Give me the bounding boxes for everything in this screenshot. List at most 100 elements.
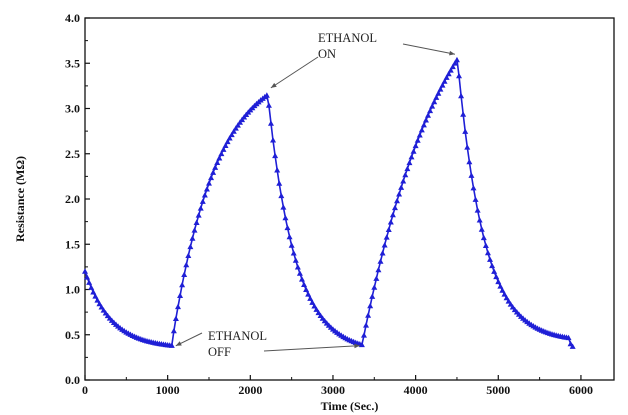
- annotation-arrowhead: [270, 82, 277, 88]
- data-point-marker: [468, 172, 475, 178]
- data-point-marker: [484, 249, 491, 256]
- data-point-marker: [422, 117, 429, 123]
- axis-ticks: 0 1000 2000 3000 4000 5000 6000 0.0 0.5 1.0 1.5 2.0…: [65, 11, 593, 397]
- data-point-marker: [276, 180, 283, 186]
- data-point-marker: [466, 158, 473, 165]
- y-axis-title: Resistance (MΩ): [13, 156, 27, 242]
- data-point-marker: [201, 192, 208, 198]
- data-point-marker: [274, 167, 281, 173]
- x-axis-title: Time (Sec.): [321, 399, 379, 413]
- data-point-marker: [503, 294, 510, 301]
- data-point-marker: [431, 98, 438, 105]
- data-point-marker: [443, 74, 450, 80]
- data-point-marker: [394, 197, 401, 204]
- data-point-marker: [365, 312, 372, 318]
- data-point-marker: [396, 191, 403, 197]
- data-point-marker: [495, 278, 502, 285]
- data-point-marker: [292, 257, 299, 263]
- y-tick-label: 1.0: [65, 283, 80, 297]
- data-point-marker: [86, 279, 93, 285]
- y-tick-label: 0.0: [65, 373, 80, 387]
- data-point-marker: [218, 150, 225, 157]
- series-resistance: [82, 56, 576, 349]
- data-point-marker: [195, 212, 202, 218]
- data-point-marker: [464, 144, 471, 150]
- data-point-marker: [435, 90, 442, 96]
- data-point-marker: [232, 125, 239, 131]
- data-point-marker: [462, 128, 469, 134]
- data-point-marker: [189, 235, 196, 241]
- data-point-marker: [489, 262, 496, 269]
- data-point-marker: [497, 283, 504, 289]
- data-point-marker: [402, 171, 409, 178]
- data-point-marker: [410, 148, 417, 154]
- data-point-marker: [439, 82, 446, 88]
- data-point-marker: [381, 242, 388, 248]
- data-point-marker: [505, 298, 512, 304]
- data-point-marker: [408, 153, 415, 160]
- data-point-marker: [172, 315, 179, 321]
- data-point-marker: [377, 258, 384, 264]
- data-point-marker: [447, 67, 454, 73]
- data-point-marker: [358, 341, 365, 348]
- data-point-marker: [375, 266, 382, 273]
- y-tick-label: 4.0: [65, 11, 80, 25]
- data-point-marker: [474, 207, 481, 213]
- data-point-marker: [193, 219, 200, 225]
- data-point-marker: [230, 128, 237, 134]
- x-tick-label: 1000: [156, 383, 180, 397]
- data-point-marker: [301, 281, 308, 287]
- annotation-arrow: [270, 56, 319, 89]
- data-point-marker: [456, 72, 463, 79]
- data-point-marker: [391, 204, 398, 211]
- data-point-marker: [414, 137, 421, 143]
- data-point-marker: [181, 271, 188, 278]
- data-point-marker: [191, 227, 198, 233]
- annotation-label-ethanol-off: ETHANOL: [208, 329, 267, 343]
- annotation-label-ethanol-on: ETHANOL: [318, 31, 377, 45]
- data-point-marker: [406, 159, 413, 166]
- data-point-marker: [278, 192, 285, 199]
- data-point-marker: [476, 217, 483, 223]
- data-point-marker: [290, 250, 297, 256]
- data-point-marker: [400, 178, 407, 184]
- data-point-marker: [234, 122, 241, 128]
- y-tick-label: 0.5: [65, 328, 80, 342]
- data-point-marker: [412, 142, 419, 149]
- data-point-marker: [387, 219, 394, 225]
- data-point-marker: [220, 146, 227, 152]
- data-point-marker: [309, 299, 316, 305]
- data-point-marker: [307, 295, 314, 301]
- data-point-marker: [92, 293, 99, 299]
- data-point-marker: [389, 211, 396, 218]
- data-point-marker: [177, 292, 184, 298]
- data-point-marker: [174, 303, 181, 310]
- data-point-marker: [441, 78, 448, 84]
- data-point-marker: [228, 131, 235, 138]
- data-point-marker: [478, 226, 485, 232]
- data-point-marker: [305, 291, 312, 297]
- data-point-marker: [88, 284, 95, 290]
- data-point-marker: [98, 304, 105, 310]
- data-point-marker: [404, 165, 411, 172]
- data-point-marker: [282, 214, 289, 221]
- y-tick-label: 3.0: [65, 102, 80, 116]
- annotation-arrow: [402, 43, 456, 55]
- data-point-marker: [203, 186, 210, 192]
- data-point-marker: [449, 63, 456, 70]
- data-point-marker: [272, 152, 279, 159]
- data-point-marker: [265, 102, 272, 108]
- y-tick-label: 1.5: [65, 237, 80, 251]
- annotation-arrowhead: [175, 341, 182, 346]
- data-point-marker: [216, 155, 223, 161]
- data-point-marker: [472, 196, 479, 202]
- data-point-marker: [482, 242, 489, 248]
- data-point-marker: [373, 275, 380, 281]
- data-point-marker: [491, 268, 498, 274]
- data-point-marker: [501, 291, 508, 297]
- data-point-marker: [205, 180, 212, 186]
- y-tick-label: 2.5: [65, 147, 80, 161]
- data-point-marker: [470, 184, 477, 191]
